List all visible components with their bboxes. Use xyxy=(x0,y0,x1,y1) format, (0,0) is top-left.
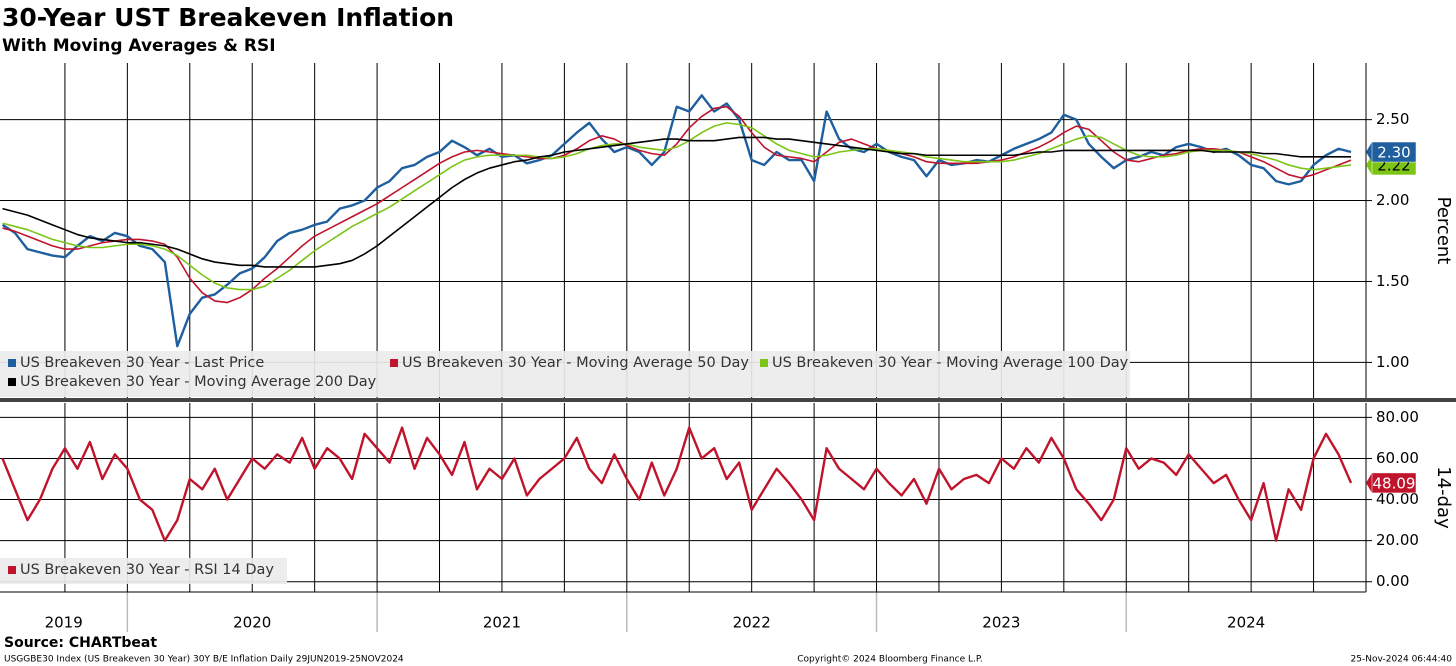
legend-label: US Breakeven 30 Year - RSI 14 Day xyxy=(20,562,274,578)
x-tick-label: 2023 xyxy=(982,614,1020,632)
callout-pointer xyxy=(1366,472,1372,493)
legend-swatch xyxy=(8,359,16,367)
y-axis-title: 14-day xyxy=(1433,466,1454,529)
y-tick-label: 1.00 xyxy=(1376,353,1409,371)
series-line xyxy=(2,136,1352,268)
callout-label: 2.30 xyxy=(1377,144,1410,162)
legend-swatch xyxy=(8,378,16,386)
y-tick-label: 80.00 xyxy=(1376,408,1419,426)
x-tick-label: 2019 xyxy=(45,614,83,632)
legend-box xyxy=(0,558,287,584)
footer-center: Copyright© 2024 Bloomberg Finance L.P. xyxy=(797,655,982,665)
x-tick-label: 2022 xyxy=(733,614,771,632)
y-tick-label: 2.50 xyxy=(1376,110,1409,128)
legend-label: US Breakeven 30 Year - Moving Average 20… xyxy=(20,374,377,390)
legend-label: US Breakeven 30 Year - Moving Average 10… xyxy=(772,355,1129,371)
footer-right: 25-Nov-2024 06:44:40 xyxy=(1351,655,1453,665)
panel-divider xyxy=(0,398,1456,402)
series-line xyxy=(1,426,1353,542)
y-tick-label: 2.00 xyxy=(1376,191,1409,209)
callout-box xyxy=(1371,472,1417,494)
y-tick-label: 40.00 xyxy=(1376,490,1419,508)
x-tick-label: 2024 xyxy=(1227,614,1265,632)
chart-subtitle: With Moving Averages & RSI xyxy=(2,36,276,56)
callout-pointer xyxy=(1366,154,1372,175)
legend-box xyxy=(0,351,1130,397)
y-tick-label: 20.00 xyxy=(1376,531,1419,549)
legend-swatch xyxy=(760,359,768,367)
callout-pointer xyxy=(1366,142,1372,163)
legend-label: US Breakeven 30 Year - Last Price xyxy=(20,355,264,371)
legend-swatch xyxy=(390,359,398,367)
y-axis-title: Percent xyxy=(1433,197,1454,265)
y-tick-label: 60.00 xyxy=(1376,449,1419,467)
source: Source: CHARTbeat xyxy=(4,635,157,651)
y-tick-label: 0.00 xyxy=(1376,572,1409,590)
footer-left: USGGBE30 Index (US Breakeven 30 Year) 30… xyxy=(4,655,404,665)
x-tick-label: 2021 xyxy=(483,614,521,632)
callout-box xyxy=(1371,141,1417,163)
legend-label: US Breakeven 30 Year - Moving Average 50… xyxy=(402,355,749,371)
x-tick-label: 2020 xyxy=(233,614,271,632)
y-tick-label: 1.50 xyxy=(1376,272,1409,290)
callout-label: 48.09 xyxy=(1373,474,1416,492)
series-line xyxy=(2,105,1352,304)
chart-title: 30-Year UST Breakeven Inflation xyxy=(2,3,454,32)
legend-swatch xyxy=(8,566,16,574)
